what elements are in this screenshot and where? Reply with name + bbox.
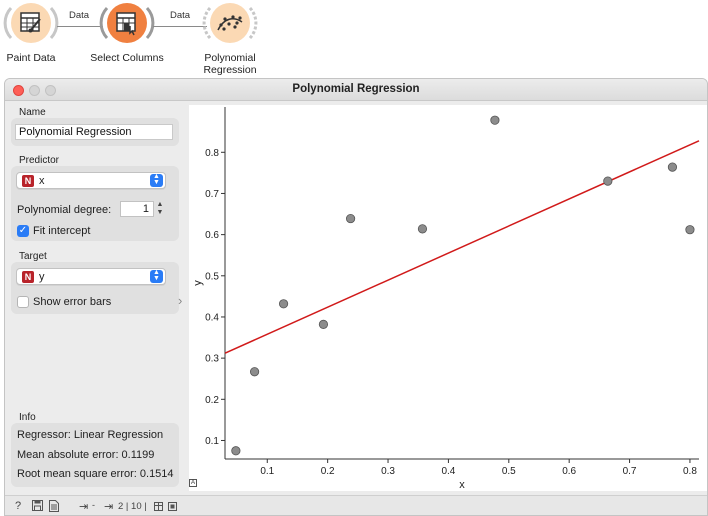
- name-section-title: Name: [19, 107, 46, 118]
- x-tick-label: 0.2: [321, 466, 335, 477]
- y-tick-label: 0.7: [205, 189, 219, 200]
- target-select[interactable]: N y ▲ ▼: [16, 268, 166, 285]
- status-bar: ? ⇥ - ⇥ 2 | 10 |: [5, 495, 707, 515]
- node-label: Paint Data: [6, 52, 56, 64]
- regression-line: [224, 140, 700, 354]
- close-window-button[interactable]: [13, 85, 24, 96]
- help-icon[interactable]: ?: [15, 500, 22, 512]
- paint-data-icon: [11, 3, 51, 43]
- workflow-link[interactable]: [57, 26, 103, 27]
- data-count-text: 2 | 10 |: [118, 501, 147, 512]
- data-point: [231, 446, 241, 456]
- node-ring: [99, 6, 155, 40]
- node-ring: [202, 6, 258, 40]
- collapse-panel-chevron-icon[interactable]: ›: [178, 293, 183, 308]
- save-icon[interactable]: [32, 500, 43, 514]
- x-tick-label: 0.5: [502, 466, 516, 477]
- regression-scatter-plot[interactable]: 0.1 0.2 0.3 0.4 0.5 0.6 0.7 0.8 0.1 0.2 0.3 0.4 0.5 0…: [189, 105, 707, 491]
- data-point: [667, 162, 678, 172]
- chevron-updown-icon: ▲ ▼: [150, 269, 163, 283]
- y-axis-label: y: [192, 280, 204, 286]
- info-box: Regressor: Linear Regression Mean absolu…: [11, 423, 179, 487]
- degree-value: 1: [142, 203, 149, 215]
- y-tick-label: 0.5: [205, 271, 219, 282]
- node-label: Select Columns: [90, 52, 164, 64]
- select-columns-icon: [107, 3, 147, 43]
- output-icon[interactable]: ⇥: [104, 501, 114, 513]
- degree-stepper-arrows[interactable]: ▲ ▼: [156, 201, 164, 216]
- table-icon[interactable]: [154, 502, 163, 514]
- numeric-variable-icon: N: [22, 175, 34, 187]
- y-tick-label: 0.3: [205, 354, 219, 365]
- x-tick-label: 0.7: [623, 466, 637, 477]
- workflow-link[interactable]: [153, 26, 207, 27]
- x-tick-label: 0.4: [441, 466, 455, 477]
- fit-intercept-checkbox[interactable]: ✓: [17, 225, 29, 237]
- zoom-window-button[interactable]: [45, 85, 56, 96]
- degree-spinbox[interactable]: 1: [120, 201, 154, 217]
- x-tick-label: 0.3: [381, 466, 395, 477]
- data-point: [490, 115, 500, 125]
- input-icon[interactable]: ⇥: [79, 501, 89, 513]
- window-title: Polynomial Regression: [292, 83, 420, 95]
- name-box: Polynomial Regression: [11, 118, 179, 146]
- model-name-input[interactable]: Polynomial Regression: [15, 124, 173, 140]
- data-point: [603, 176, 613, 186]
- polynomial-regression-icon: [210, 3, 250, 43]
- y-tick-label: 0.4: [205, 312, 219, 323]
- window-titlebar[interactable]: Polynomial Regression: [5, 79, 707, 101]
- predictor-select[interactable]: N x ▲ ▼: [16, 172, 166, 189]
- mae-text: Mean absolute error: 0.1199: [17, 449, 155, 461]
- data-point: [417, 224, 428, 234]
- data-point: [318, 319, 329, 329]
- target-box: N y ▲ ▼ Show error bars: [11, 262, 179, 314]
- y-tick-label: 0.8: [205, 148, 219, 159]
- x-tick-label: 0.6: [562, 466, 576, 477]
- data-point: [685, 225, 695, 235]
- info-section-title: Info: [19, 412, 36, 423]
- target-section-title: Target: [19, 251, 47, 262]
- minimize-window-button[interactable]: [29, 85, 40, 96]
- data-point: [249, 367, 260, 377]
- degree-label: Polynomial degree:: [17, 204, 112, 216]
- report-icon[interactable]: [49, 500, 59, 515]
- chevron-updown-icon: ▲ ▼: [150, 173, 163, 187]
- show-error-bars-checkbox[interactable]: [17, 296, 29, 308]
- auto-scale-icon[interactable]: A: [189, 479, 197, 487]
- node-ring: [3, 6, 59, 40]
- y-tick-label: 0.2: [205, 395, 219, 406]
- predictor-box: N x ▲ ▼ Polynomial degree: 1 ▲ ▼ ✓ Fit int…: [11, 166, 179, 241]
- link-label: Data: [170, 10, 191, 21]
- x-axis-label: x: [459, 479, 465, 491]
- input-dropdown-icon[interactable]: -: [92, 500, 95, 510]
- widget-window: Polynomial Regression Name Polynomial Re…: [4, 78, 708, 516]
- target-value: y: [39, 271, 45, 283]
- regressor-text: Regressor: Linear Regression: [17, 429, 164, 441]
- x-tick-label: 0.8: [683, 466, 697, 477]
- y-tick-label: 0.1: [205, 436, 219, 447]
- y-tick-label: 0.6: [205, 230, 219, 241]
- node-label: Polynomial Regression: [203, 52, 257, 76]
- predictor-value: x: [39, 175, 45, 187]
- numeric-variable-icon: N: [22, 271, 34, 283]
- x-tick-label: 0.1: [260, 466, 274, 477]
- model-icon[interactable]: [168, 502, 177, 514]
- rmse-text: Root mean square error: 0.1514: [17, 468, 174, 480]
- show-error-bars-label: Show error bars: [33, 296, 112, 308]
- predictor-section-title: Predictor: [19, 155, 60, 166]
- plot-area[interactable]: 0.1 0.2 0.3 0.4 0.5 0.6 0.7 0.8 0.1 0.2 0.3 0.4 0.5 0…: [189, 105, 707, 491]
- data-point: [278, 299, 289, 309]
- link-label: Data: [69, 10, 90, 21]
- data-point: [345, 213, 356, 224]
- fit-intercept-label: Fit intercept: [33, 225, 91, 237]
